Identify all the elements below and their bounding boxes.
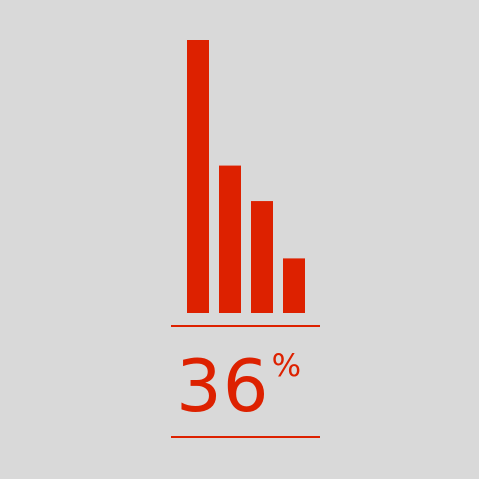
bottom-divider: [171, 436, 320, 438]
bar-3: [251, 201, 273, 313]
top-divider: [171, 325, 320, 327]
bar-1: [187, 40, 209, 313]
percentage-value: 36: [176, 344, 270, 428]
bar-2: [219, 165, 241, 313]
bar-4: [283, 258, 305, 313]
percent-sign: %: [271, 348, 302, 384]
percentage-figure: 36%: [176, 336, 301, 436]
